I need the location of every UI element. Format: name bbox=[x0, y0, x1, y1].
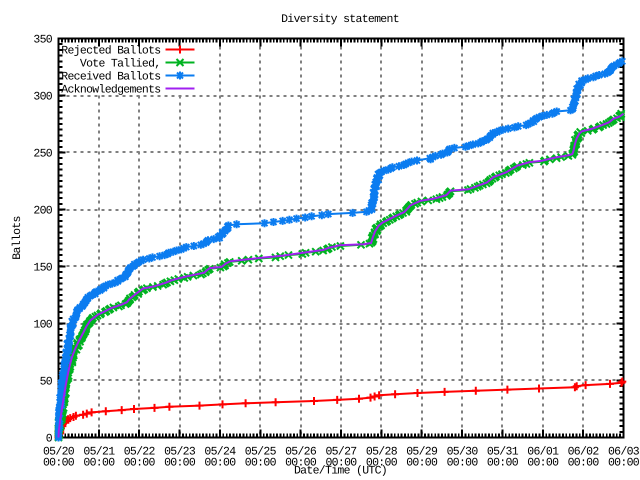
svg-text:00:00: 00:00 bbox=[366, 457, 398, 470]
svg-text:100: 100 bbox=[33, 319, 52, 332]
svg-text:05/31: 05/31 bbox=[487, 446, 519, 459]
svg-text:00:00: 00:00 bbox=[447, 457, 479, 470]
svg-text:05/28: 05/28 bbox=[366, 446, 398, 459]
svg-text:150: 150 bbox=[33, 262, 52, 275]
svg-text:Ballots: Ballots bbox=[11, 216, 24, 259]
svg-text:00:00: 00:00 bbox=[487, 457, 519, 470]
svg-text:50: 50 bbox=[40, 376, 53, 389]
svg-text:Received Ballots: Received Ballots bbox=[61, 71, 160, 84]
svg-text:Date/Time (UTC): Date/Time (UTC) bbox=[294, 465, 387, 478]
svg-text:00:00: 00:00 bbox=[608, 457, 640, 470]
svg-text:06/03: 06/03 bbox=[608, 446, 640, 459]
svg-text:05/20: 05/20 bbox=[43, 446, 75, 459]
svg-text:Rejected Ballots: Rejected Ballots bbox=[61, 45, 160, 58]
svg-text:06/01: 06/01 bbox=[527, 446, 559, 459]
svg-text:00:00: 00:00 bbox=[527, 457, 559, 470]
svg-text:05/21: 05/21 bbox=[83, 446, 115, 459]
svg-text:350: 350 bbox=[33, 34, 52, 47]
svg-text:00:00: 00:00 bbox=[43, 457, 75, 470]
svg-text:00:00: 00:00 bbox=[83, 457, 115, 470]
svg-text:300: 300 bbox=[33, 91, 52, 104]
svg-text:250: 250 bbox=[33, 148, 52, 161]
svg-text:Diversity statement: Diversity statement bbox=[281, 13, 399, 26]
svg-text:0: 0 bbox=[46, 433, 53, 446]
svg-text:00:00: 00:00 bbox=[124, 457, 156, 470]
svg-text:00:00: 00:00 bbox=[285, 457, 317, 470]
svg-text:Vote Tallied,: Vote Tallied, bbox=[80, 58, 161, 71]
svg-text:200: 200 bbox=[33, 205, 52, 218]
svg-text:00:00: 00:00 bbox=[568, 457, 600, 470]
svg-text:05/23: 05/23 bbox=[164, 446, 196, 459]
svg-text:Acknowledgements: Acknowledgements bbox=[61, 84, 160, 97]
svg-text:00:00: 00:00 bbox=[325, 457, 357, 470]
svg-text:05/29: 05/29 bbox=[406, 446, 438, 459]
svg-text:05/25: 05/25 bbox=[245, 446, 277, 459]
svg-text:06/02: 06/02 bbox=[568, 446, 600, 459]
svg-text:05/22: 05/22 bbox=[124, 446, 156, 459]
svg-text:00:00: 00:00 bbox=[204, 457, 236, 470]
svg-text:05/27: 05/27 bbox=[325, 446, 356, 459]
svg-text:00:00: 00:00 bbox=[164, 457, 196, 470]
svg-text:05/24: 05/24 bbox=[204, 446, 236, 459]
svg-text:00:00: 00:00 bbox=[245, 457, 277, 470]
svg-text:05/30: 05/30 bbox=[447, 446, 479, 459]
svg-text:05/26: 05/26 bbox=[285, 446, 317, 459]
svg-text:00:00: 00:00 bbox=[406, 457, 438, 470]
